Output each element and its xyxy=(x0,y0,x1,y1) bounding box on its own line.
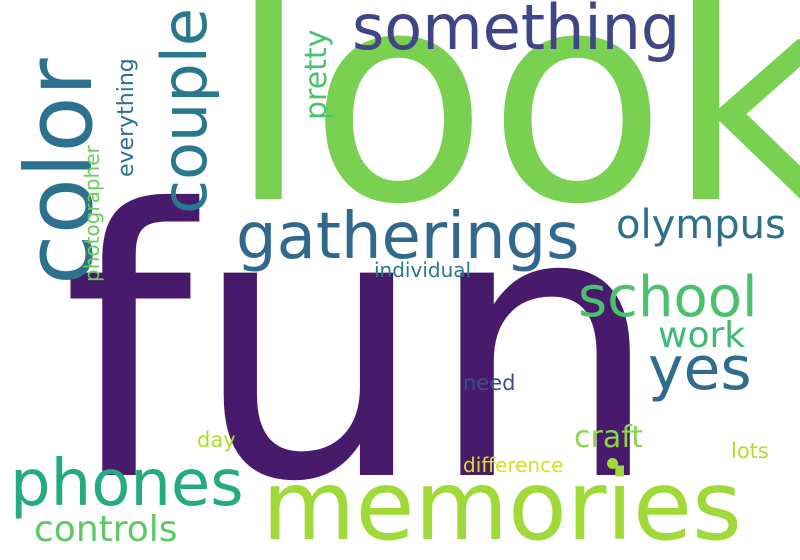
word-photographer: photographer xyxy=(80,145,104,282)
word-couple: couple xyxy=(148,7,221,214)
word-work: work xyxy=(658,315,746,356)
word-everything: everything xyxy=(114,58,139,177)
word-craft: craft xyxy=(574,420,644,455)
word-gatherings: gatherings xyxy=(236,200,580,274)
word-school: school xyxy=(578,265,758,330)
word-memories: memories xyxy=(262,450,743,560)
word-controls: controls xyxy=(34,509,178,550)
word-look: look xyxy=(228,0,800,268)
word-difference: difference xyxy=(463,453,564,477)
word-fun: fun xyxy=(62,133,662,560)
word-phones: phones xyxy=(10,447,244,521)
word-need: need xyxy=(463,371,516,395)
word-something: something xyxy=(352,0,681,64)
word-pretty: pretty xyxy=(299,29,334,120)
word-individual: individual xyxy=(374,258,472,282)
word-yes: yes xyxy=(648,334,752,404)
word-day: day xyxy=(197,428,236,452)
word-lots: lots xyxy=(731,439,769,463)
dot-mark xyxy=(607,458,618,469)
word-olympus: olympus xyxy=(616,202,786,248)
